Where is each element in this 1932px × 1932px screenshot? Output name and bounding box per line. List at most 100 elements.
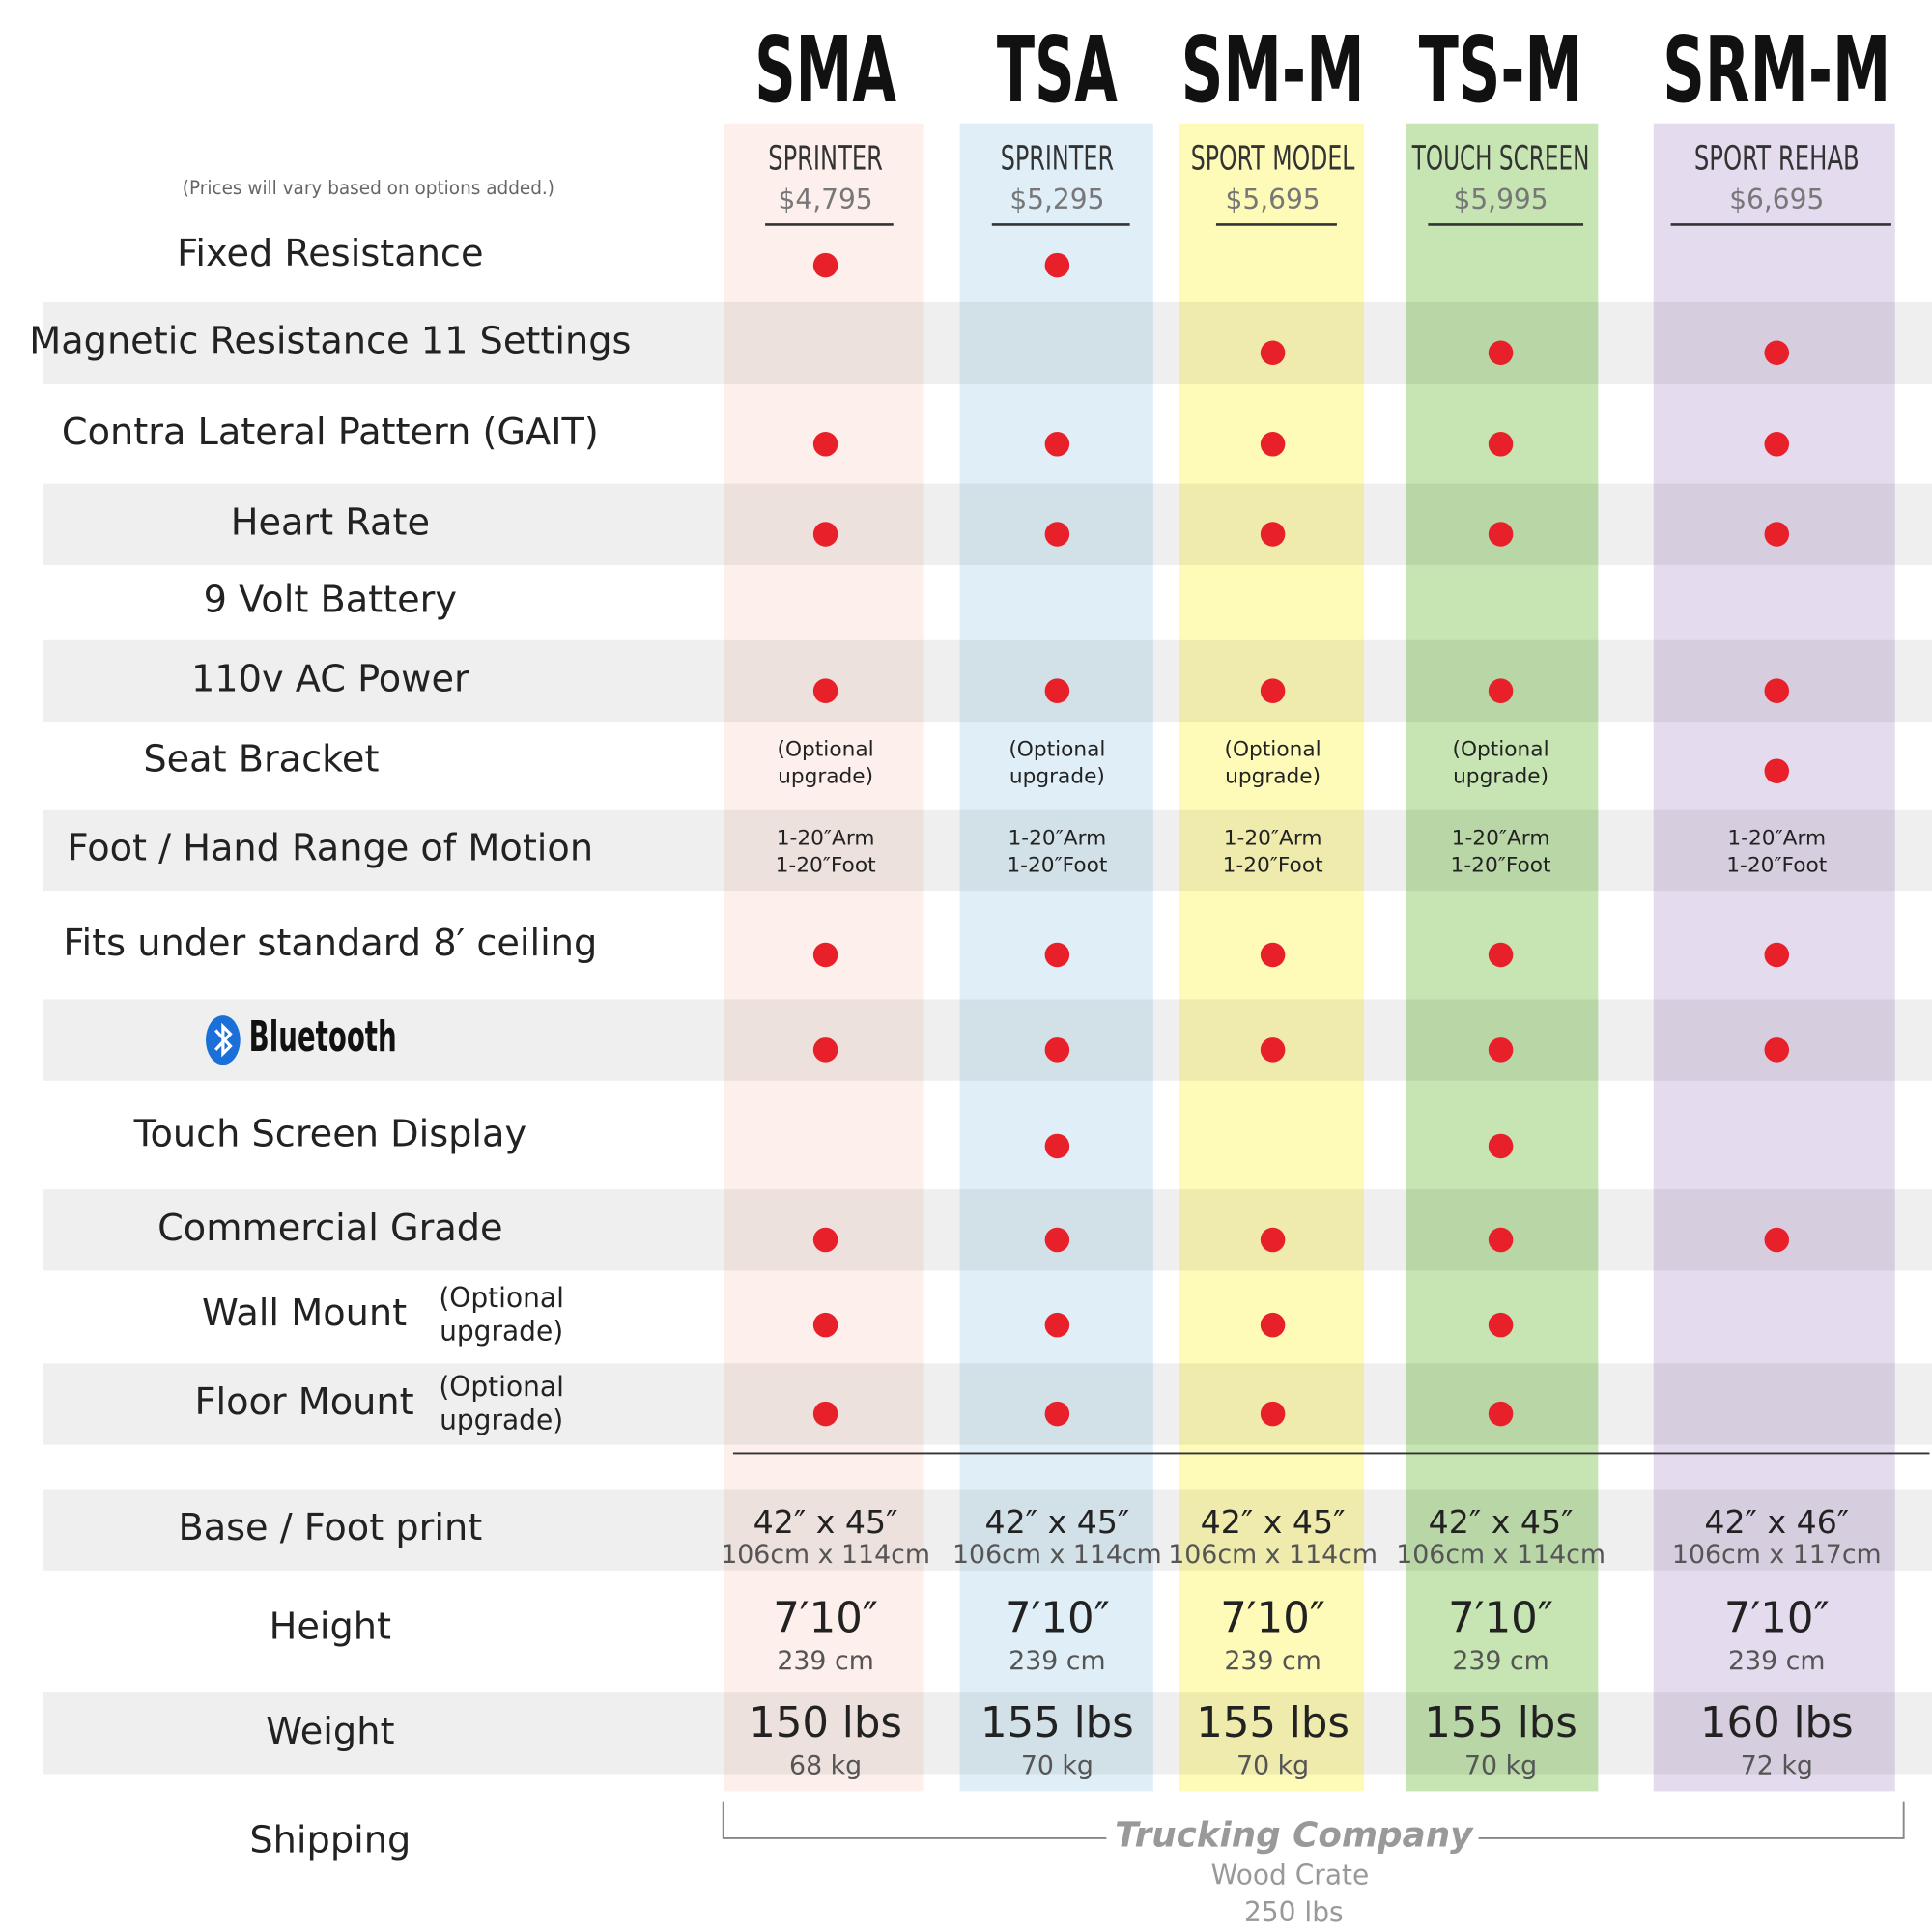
model-name: SPRINTER: [1001, 140, 1114, 179]
cell-text: 1-20″Foot: [1451, 854, 1551, 878]
spec-sub: 106cm x 114cm: [1396, 1540, 1605, 1570]
feature-dot: [1488, 1133, 1514, 1159]
spec-main: 42″ x 45″: [984, 1503, 1129, 1541]
spec-main: 155 lbs: [1424, 1699, 1577, 1747]
cell-text: 1-20″Arm: [777, 826, 875, 850]
feature-label: Fixed Resistance: [177, 232, 483, 275]
feature-dot: [1764, 678, 1790, 703]
feature-label: Contra Lateral Pattern (GAIT): [62, 411, 599, 454]
spec-sub: 239 cm: [1728, 1646, 1825, 1676]
shipping-packaging: Wood Crate: [1211, 1860, 1370, 1891]
feature-dot: [1488, 1227, 1514, 1253]
model-price: $5,995: [1454, 184, 1548, 215]
model-code: SM-M: [1181, 17, 1365, 124]
feature-dot: [812, 1312, 838, 1338]
feature-dot: [1764, 522, 1790, 547]
spec-sub: 68 kg: [789, 1750, 862, 1780]
cell-text: 1-20″Arm: [1009, 826, 1107, 850]
feature-label: 9 Volt Battery: [204, 579, 457, 622]
feature-dot: [1764, 1227, 1790, 1253]
model-code: SMA: [754, 17, 896, 124]
cell-text: 1-20″Foot: [1223, 854, 1323, 878]
feature-note: upgrade): [440, 1404, 563, 1435]
feature-dot: [812, 942, 838, 968]
feature-dot: [1044, 678, 1070, 703]
shipping-method: Trucking Company: [1115, 1816, 1474, 1856]
spec-main: 160 lbs: [1700, 1699, 1854, 1747]
price-note: (Prices will vary based on options added…: [183, 177, 554, 199]
feature-dot: [1260, 1312, 1286, 1338]
model-price: $5,295: [1009, 184, 1104, 215]
feature-dot: [1764, 758, 1790, 783]
feature-dot: [1488, 678, 1514, 703]
spec-main: 42″ x 46″: [1704, 1503, 1849, 1541]
feature-dot: [1488, 1312, 1514, 1338]
spec-sub: 72 kg: [1741, 1750, 1813, 1780]
spec-main: 7′10″: [1005, 1595, 1110, 1643]
feature-dot: [1260, 340, 1286, 366]
columns: [724, 123, 1895, 1792]
feature-note: upgrade): [440, 1315, 563, 1347]
feature-dot: [1044, 1133, 1070, 1159]
spec-sub: 70 kg: [1236, 1750, 1309, 1780]
cell-text: 1-20″Arm: [1224, 826, 1322, 850]
spec-main: 155 lbs: [1196, 1699, 1350, 1747]
spec-sub: 239 cm: [1224, 1646, 1321, 1676]
feature-dot: [1044, 522, 1070, 547]
spec-sub: 106cm x 114cm: [1168, 1540, 1378, 1570]
feature-label: Floor Mount: [194, 1380, 413, 1424]
shipping-bracket: [722, 1801, 1905, 1839]
spec-main: 7′10″: [1448, 1595, 1553, 1643]
feature-label: Touch Screen Display: [133, 1113, 527, 1156]
model-name: SPORT REHAB: [1694, 140, 1860, 179]
spec-main: 155 lbs: [980, 1699, 1134, 1747]
feature-dot: [1488, 1401, 1514, 1427]
feature-dot: [1764, 340, 1790, 366]
spec-main: 7′10″: [1724, 1595, 1830, 1643]
cell-text: (Optional: [778, 737, 874, 761]
spec-sub: 239 cm: [1452, 1646, 1548, 1676]
feature-dot: [1044, 1312, 1070, 1338]
feature-dot: [1488, 340, 1514, 366]
feature-label: Bluetooth: [249, 1013, 397, 1062]
feature-label: Commercial Grade: [157, 1207, 502, 1250]
spec-label: Height: [270, 1605, 391, 1648]
cell-text: (Optional: [1009, 737, 1105, 761]
model-code: SRM-M: [1662, 17, 1890, 124]
spec-main: 7′10″: [1220, 1595, 1325, 1643]
model-code: TSA: [997, 17, 1118, 124]
feature-dot: [1488, 431, 1514, 457]
spec-main: 42″ x 45″: [1429, 1503, 1574, 1541]
feature-dot: [1044, 1037, 1070, 1063]
feature-dot: [812, 1401, 838, 1427]
model-name: SPRINTER: [768, 140, 883, 179]
feature-dot: [812, 1037, 838, 1063]
shipping-weight: 250 lbs: [1244, 1896, 1344, 1928]
feature-dot: [812, 522, 838, 547]
feature-dot: [1764, 1037, 1790, 1063]
feature-dot: [1488, 522, 1514, 547]
feature-label: Seat Bracket: [143, 737, 379, 781]
feature-dot: [812, 431, 838, 457]
model-name: TOUCH SCREEN: [1411, 140, 1589, 179]
feature-note: (Optional: [439, 1371, 564, 1403]
cell-text: 1-20″Arm: [1452, 826, 1550, 850]
shipping-label: Shipping: [249, 1818, 411, 1861]
feature-dot: [1260, 942, 1286, 968]
feature-dot: [1764, 431, 1790, 457]
feature-dot: [1260, 1037, 1286, 1063]
feature-dot: [1044, 1227, 1070, 1253]
feature-dot: [812, 252, 838, 278]
cell-text: 1-20″Arm: [1727, 826, 1826, 850]
model-price: $5,695: [1226, 184, 1321, 215]
feature-dot: [1260, 431, 1286, 457]
spec-main: 42″ x 45″: [753, 1503, 898, 1541]
feature-dot: [1260, 1227, 1286, 1253]
spec-sub: 106cm x 117cm: [1672, 1540, 1882, 1570]
model-name: SPORT MODEL: [1191, 140, 1355, 179]
feature-label: 110v AC Power: [191, 657, 469, 700]
spec-label: Weight: [266, 1710, 394, 1753]
feature-dot: [1260, 1401, 1286, 1427]
spec-sub: 239 cm: [1009, 1646, 1105, 1676]
